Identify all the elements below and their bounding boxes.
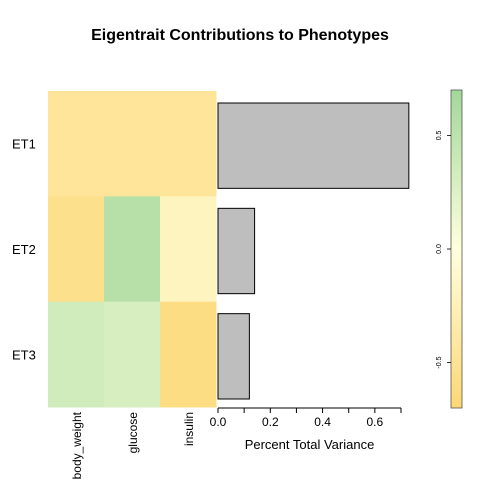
colorbar-gradient	[450, 89, 463, 409]
colorbar-tick-label: 0.0	[436, 244, 443, 254]
colorbar-tick-label: 0.5	[436, 130, 443, 140]
column-label: glucose	[126, 412, 140, 454]
row-label: ET1	[12, 137, 36, 152]
variance-bar	[217, 102, 410, 189]
variance-bar-chart: 0.0 0.2 0.4 0.6 Percent Total Variance	[210, 102, 410, 452]
column-label: insulin	[182, 412, 196, 446]
column-label: body_weight	[70, 411, 84, 479]
heatmap-cell	[160, 91, 217, 197]
heatmap-cell	[104, 196, 161, 303]
x-tick-label: 0.0	[210, 415, 227, 429]
x-axis-label: Percent Total Variance	[245, 437, 375, 452]
heatmap: ET1 ET2 ET3 body_weight glucose insulin	[12, 91, 217, 479]
chart-title: Eigentrait Contributions to Phenotypes	[91, 27, 389, 44]
x-tick-label: 0.2	[262, 415, 279, 429]
variance-bar	[217, 207, 256, 295]
heatmap-cell	[48, 301, 105, 408]
colorbar: 0.5 0.0 -0.5	[436, 89, 463, 409]
heatmap-cell	[48, 91, 105, 197]
row-label: ET3	[12, 347, 36, 362]
x-tick-label: 0.4	[314, 415, 331, 429]
heatmap-cell	[160, 301, 217, 408]
heatmap-cell	[160, 196, 217, 303]
x-tick-label: 0.6	[367, 415, 384, 429]
heatmap-cell	[48, 196, 105, 303]
colorbar-tick-label: -0.5	[436, 356, 443, 368]
heatmap-cell	[104, 91, 161, 197]
heatmap-cell	[104, 301, 161, 408]
row-label: ET2	[12, 242, 36, 257]
variance-bar	[217, 313, 250, 400]
